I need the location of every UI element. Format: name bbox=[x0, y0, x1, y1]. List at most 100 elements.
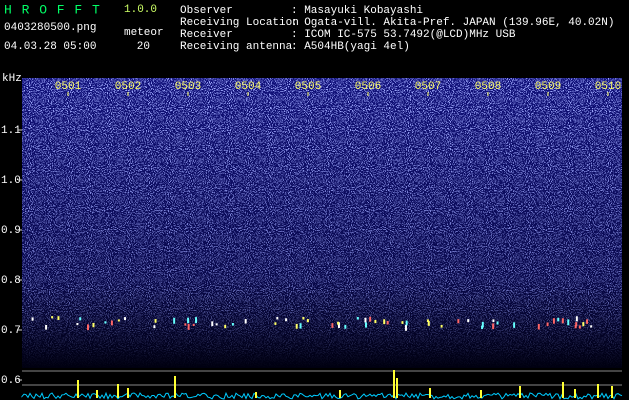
y-axis-unit: kHz bbox=[2, 73, 22, 85]
echo-speck bbox=[295, 323, 298, 329]
echo-speck bbox=[364, 317, 367, 323]
echo-speck bbox=[440, 324, 443, 328]
echo-speck bbox=[481, 321, 484, 328]
echo-speck bbox=[557, 317, 560, 322]
echo-speck bbox=[124, 317, 127, 321]
echo-speck bbox=[575, 322, 578, 327]
info-value: : A504HB(yagi 4el) bbox=[291, 41, 410, 53]
echo-speck bbox=[45, 324, 48, 330]
y-tick-label: 0.6 bbox=[1, 375, 21, 387]
time-label: 0502 bbox=[115, 81, 141, 93]
echo-speck bbox=[306, 319, 309, 323]
echo-speck bbox=[51, 316, 54, 319]
echo-speck bbox=[364, 322, 367, 328]
echo-speck bbox=[153, 325, 156, 329]
info-value: : Ogata-vill. Akita-Pref. JAPAN (139.96E… bbox=[291, 17, 614, 29]
info-label: Receiving antenna bbox=[180, 41, 293, 53]
echo-speck bbox=[57, 316, 60, 320]
echo-speck bbox=[276, 316, 279, 320]
echo-speck bbox=[546, 322, 549, 327]
echo-speck bbox=[426, 319, 429, 322]
baseline-trace bbox=[21, 391, 623, 400]
echo-speck bbox=[586, 319, 589, 324]
echo-speck bbox=[386, 320, 389, 325]
echo-speck bbox=[231, 322, 234, 326]
header: H R O F F T 1.0.0 0403280500.png meteor … bbox=[4, 2, 614, 52]
echo-speck bbox=[383, 319, 386, 325]
axes: kHz 1.1 1.0 0.9 0.8 0.7 0.6 0501 0502 0503 0504 05… bbox=[1, 73, 621, 387]
echo-speck bbox=[192, 323, 195, 327]
echo-speck bbox=[154, 319, 157, 323]
echo-speck bbox=[457, 319, 460, 324]
echo-speck bbox=[427, 321, 430, 326]
echo-speck bbox=[110, 320, 113, 326]
info-label: Receiving Location bbox=[180, 17, 299, 29]
y-tick-label: 1.0 bbox=[1, 175, 21, 187]
time-label: 0504 bbox=[235, 81, 262, 93]
echo-speck bbox=[92, 322, 95, 328]
echo-speck bbox=[356, 316, 359, 320]
info-label: Observer bbox=[180, 5, 233, 17]
echo-speck bbox=[244, 318, 247, 324]
echo-speck bbox=[369, 316, 372, 322]
echo-speck bbox=[87, 324, 90, 331]
echo-speck bbox=[590, 325, 593, 328]
echo-speck bbox=[285, 318, 288, 322]
echo-speck bbox=[513, 322, 516, 328]
echo-speck bbox=[552, 318, 555, 324]
y-tick-label: 0.7 bbox=[1, 325, 21, 337]
time-label: 0507 bbox=[415, 81, 441, 93]
echo-speck bbox=[31, 317, 34, 321]
time-label: 0508 bbox=[475, 81, 501, 93]
echo-speck bbox=[561, 318, 564, 324]
echo-speck bbox=[492, 319, 495, 323]
app-name: H R O F F T bbox=[4, 2, 101, 17]
meteor-label: meteor bbox=[124, 27, 164, 39]
echo-speck bbox=[337, 322, 340, 328]
echo-speck bbox=[195, 317, 198, 324]
echo-speck bbox=[187, 317, 190, 324]
file-name: 0403280500.png bbox=[4, 22, 96, 34]
echo-speck bbox=[224, 324, 227, 329]
echo-speck bbox=[173, 317, 176, 324]
time-label: 0503 bbox=[175, 81, 201, 93]
echo-speck bbox=[481, 325, 484, 330]
echo-speck bbox=[274, 322, 277, 325]
echo-speck bbox=[467, 319, 470, 323]
echo-speck bbox=[574, 324, 577, 329]
echo-speck bbox=[184, 323, 187, 326]
info-value: : ICOM IC-575 53.7492(@LCD)MHz USB bbox=[291, 29, 516, 41]
echo-speck bbox=[575, 316, 578, 322]
time-label: 0509 bbox=[535, 81, 561, 93]
echo-speck bbox=[401, 321, 404, 324]
echo-speck bbox=[492, 323, 495, 330]
echo-speck bbox=[76, 322, 79, 326]
echo-speck bbox=[79, 317, 82, 321]
echo-speck bbox=[117, 319, 120, 322]
echo-speck bbox=[187, 323, 190, 330]
echo-speck bbox=[496, 321, 499, 325]
echo-speck bbox=[374, 319, 377, 324]
echo-speck bbox=[537, 323, 540, 330]
echo-speck bbox=[104, 321, 107, 324]
echo-speck bbox=[215, 323, 218, 326]
spectrogram-noise bbox=[22, 78, 622, 368]
time-label: 0510 bbox=[595, 81, 621, 93]
info-value: : Masayuki Kobayashi bbox=[291, 5, 423, 17]
info-label: Receiver bbox=[180, 29, 233, 41]
echo-speck bbox=[337, 321, 340, 325]
y-tick-label: 0.9 bbox=[1, 225, 21, 237]
y-tick-label: 1.1 bbox=[1, 125, 21, 137]
echo-speck bbox=[211, 321, 214, 327]
time-label: 0506 bbox=[355, 81, 381, 93]
version: 1.0.0 bbox=[124, 4, 157, 16]
echo-speck bbox=[404, 324, 407, 331]
time-label: 0501 bbox=[55, 81, 82, 93]
echo-speck bbox=[567, 319, 570, 326]
echo-speck bbox=[578, 325, 581, 329]
echo-speck bbox=[331, 323, 334, 328]
meteor-count: 20 bbox=[137, 41, 150, 53]
datetime: 04.03.28 05:00 bbox=[4, 41, 96, 53]
